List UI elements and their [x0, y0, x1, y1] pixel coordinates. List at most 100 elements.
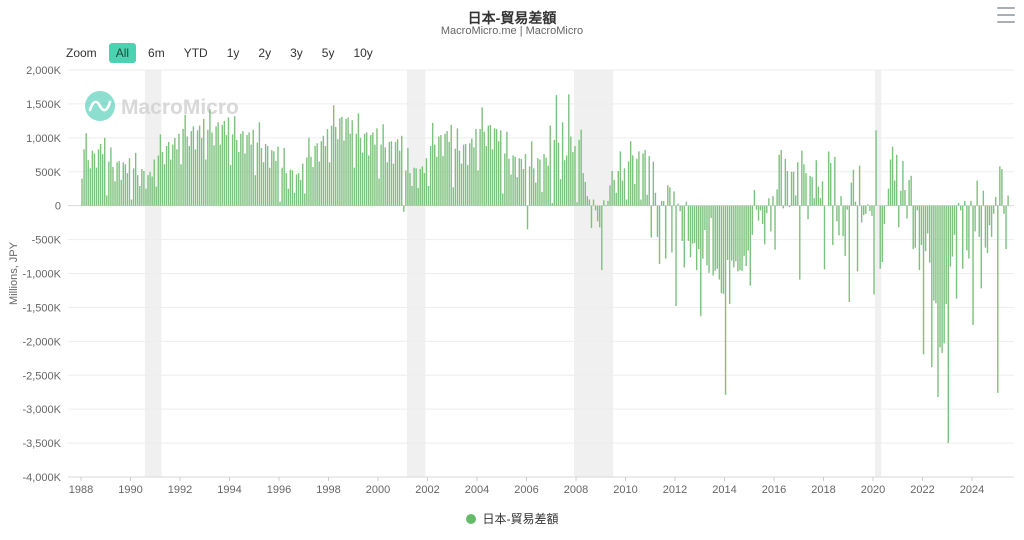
bar: [450, 124, 452, 206]
bar: [819, 198, 822, 206]
bar: [557, 142, 560, 206]
x-axis-tick-label: 1996: [267, 484, 291, 496]
bar: [343, 140, 345, 206]
bar: [788, 205, 791, 208]
zoom-button-10y[interactable]: 10y: [346, 43, 379, 63]
bar: [607, 200, 609, 206]
zoom-button-6m[interactable]: 6m: [141, 43, 172, 63]
bar: [304, 193, 306, 206]
bar: [660, 200, 663, 206]
bar: [778, 154, 780, 206]
bar: [683, 205, 685, 268]
bar: [269, 167, 271, 206]
bar: [693, 205, 696, 243]
bar: [906, 205, 908, 219]
zoom-button-3y[interactable]: 3y: [283, 43, 310, 63]
bar: [605, 204, 607, 206]
bar: [910, 175, 912, 206]
zoom-button-ytd[interactable]: YTD: [177, 43, 215, 63]
bar: [462, 144, 465, 206]
bar: [893, 180, 896, 206]
bar: [244, 153, 246, 206]
bar: [219, 144, 221, 206]
bar: [108, 161, 110, 206]
bar: [351, 120, 353, 206]
bar: [425, 158, 428, 206]
bar: [347, 117, 349, 206]
bar: [419, 169, 421, 206]
bar: [568, 94, 570, 206]
bar: [939, 205, 941, 348]
bar: [81, 178, 83, 206]
bar: [310, 156, 312, 206]
bar: [388, 141, 391, 206]
bar: [91, 150, 94, 206]
zoom-button-all[interactable]: All: [108, 43, 137, 63]
bar: [716, 205, 718, 269]
bar: [221, 124, 223, 206]
bar: [434, 144, 436, 206]
bar: [97, 149, 100, 206]
bar: [314, 145, 316, 206]
bar: [896, 154, 898, 206]
bar: [308, 137, 310, 206]
zoom-button-5y[interactable]: 5y: [315, 43, 342, 63]
bar: [759, 205, 762, 211]
bar: [1001, 169, 1003, 206]
bar: [879, 205, 881, 269]
bar: [502, 193, 504, 206]
bar: [865, 205, 867, 214]
bar: [685, 201, 688, 206]
y-axis-tick-label: -500K: [32, 235, 62, 247]
bar: [592, 199, 595, 206]
bar: [615, 192, 617, 206]
bar: [479, 129, 481, 206]
bar: [821, 181, 824, 206]
x-axis-tick-label: 2016: [762, 484, 786, 496]
legend[interactable]: 日本-貿易差額: [0, 510, 1024, 527]
bar: [320, 141, 322, 206]
bar: [863, 205, 865, 216]
zoom-button-2y[interactable]: 2y: [251, 43, 278, 63]
bar: [178, 133, 180, 206]
bar: [231, 134, 234, 206]
bar: [184, 114, 186, 206]
bar: [372, 132, 374, 206]
bar: [848, 205, 850, 302]
bar: [636, 158, 638, 206]
bar: [376, 128, 378, 206]
bar: [840, 196, 842, 206]
x-axis-tick-label: 2024: [960, 484, 984, 496]
x-axis-tick-label: 2006: [514, 484, 538, 496]
bar: [786, 171, 789, 206]
bar: [165, 145, 168, 206]
bar: [702, 205, 704, 259]
bar: [287, 188, 289, 206]
bar: [922, 205, 925, 355]
bar: [339, 118, 341, 206]
bar: [545, 157, 547, 206]
bar: [508, 158, 510, 206]
bar: [687, 205, 690, 241]
zoom-label: Zoom: [66, 46, 97, 60]
bar: [603, 200, 605, 206]
bar: [493, 128, 496, 206]
bar: [186, 136, 188, 206]
bar: [644, 150, 646, 206]
bar: [733, 205, 735, 268]
bar: [968, 205, 970, 259]
bar: [724, 205, 727, 395]
bar: [174, 137, 176, 206]
hamburger-menu-icon[interactable]: [996, 5, 1016, 25]
x-axis-tick-label: 2018: [811, 484, 835, 496]
bar: [638, 151, 640, 206]
bar: [586, 196, 589, 206]
bar: [704, 205, 706, 231]
zoom-button-1y[interactable]: 1y: [220, 43, 247, 63]
bar: [997, 205, 999, 393]
bar: [770, 205, 772, 232]
bar: [95, 167, 98, 206]
y-axis-tick-label: 1,000K: [26, 133, 62, 145]
bar: [673, 191, 675, 206]
